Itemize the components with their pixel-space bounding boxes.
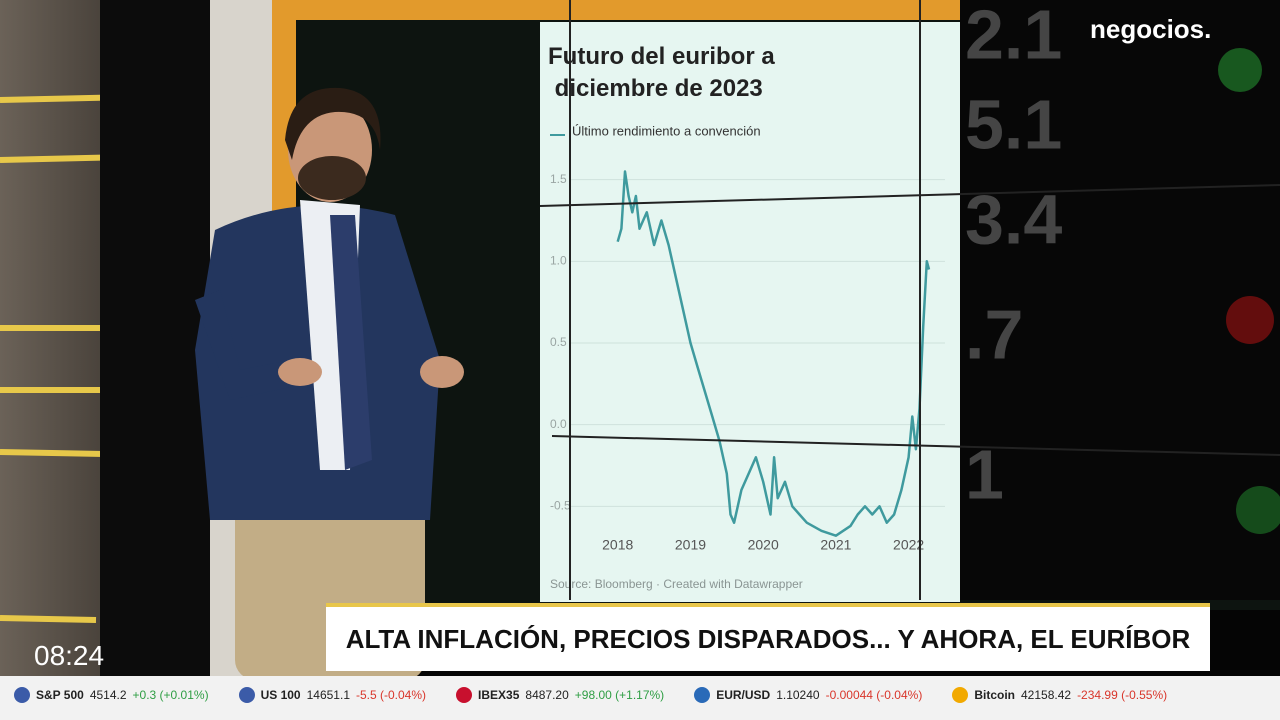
ticker-name: S&P 500 — [36, 688, 84, 702]
y-tick-label: 0.5 — [550, 335, 567, 349]
legend-label: Último rendimiento a convención — [572, 123, 761, 138]
ticker: S&P 500 4514.2 +0.3 (+0.01%) US 100 14651.1-… — [14, 682, 1264, 708]
glow — [1236, 486, 1280, 534]
ticker-icon — [14, 687, 30, 703]
screen-seam — [539, 184, 1280, 207]
x-tick-label: 2020 — [748, 537, 779, 553]
bg-figure: 2.1 — [965, 0, 1062, 73]
glow — [1226, 296, 1274, 344]
ticker-change: +0.3 (+0.01%) — [132, 688, 209, 702]
ticker-item: S&P 500 4514.2 +0.3 (+0.01%) — [14, 687, 209, 703]
x-tick-label: 2021 — [820, 537, 851, 553]
ticker-price: 8487.20 — [525, 688, 569, 702]
x-tick-label: 2022 — [893, 537, 924, 553]
ticker-price: 1.10240 — [776, 688, 820, 702]
y-tick-label: 0.0 — [550, 417, 567, 431]
ticker-item: US 100 14651.1 -5.5 (-0.04%) — [238, 687, 427, 703]
bg-figure: .7 — [965, 295, 1023, 373]
x-tick-label: 2019 — [675, 537, 706, 553]
ticker-price: 14651.1 — [306, 688, 350, 702]
headline: ALTA INFLACIÓN, PRECIOS DISPARADOS... Y … — [345, 623, 1191, 654]
ticker-item: Bitcoin 42158.42 -234.99 (-0.55%) — [952, 687, 1167, 703]
ticker-price: 42158.42 — [1021, 688, 1072, 702]
video-wall-right — [960, 0, 1280, 600]
chart: Futuro del euribor a diciembre de 2023 Ú… — [548, 43, 945, 591]
chart-title: Futuro del euribor a diciembre de 2023 — [548, 43, 775, 102]
presenter — [195, 87, 464, 680]
ticker-name: EUR/USD — [716, 688, 771, 702]
y-tick-label: 1.5 — [550, 172, 567, 186]
ticker-change: +98.00 (+1.17%) — [574, 688, 665, 702]
pillar — [100, 0, 210, 720]
ticker-icon — [952, 687, 969, 703]
chart-panel — [540, 22, 960, 602]
data-line — [616, 170, 931, 537]
chart-source: Source: Bloomberg · Created with Datawra… — [550, 577, 803, 591]
ticker-bar — [0, 676, 1280, 720]
ticker-name: Bitcoin — [974, 688, 1015, 702]
y-tick-label: -0.5 — [550, 499, 571, 513]
ticker-price: 4514.2 — [89, 688, 127, 702]
background-figures: 2.1 5.1 3.4 .7 1 — [965, 0, 1062, 513]
ticker-name: IBEX35 — [478, 688, 520, 702]
ticker-change: -0.00044 (-0.04%) — [825, 688, 923, 702]
ticker-icon — [238, 687, 255, 703]
glow — [1218, 48, 1262, 92]
x-tick-label: 2018 — [602, 537, 633, 553]
logo: negocios. — [1090, 14, 1212, 44]
clock: 08:24 — [34, 640, 105, 671]
ticker-item: EUR/USD 1.10240 -0.00044 (-0.04%) — [694, 687, 922, 703]
y-tick-label: 1.0 — [550, 254, 567, 268]
ticker-name: US 100 — [260, 688, 301, 702]
ticker-icon — [456, 687, 473, 703]
screen-seam — [551, 435, 1280, 456]
bg-figure: 5.1 — [965, 85, 1062, 163]
ticker-change: -234.99 (-0.55%) — [1077, 688, 1168, 702]
headline-banner: ALTA INFLACIÓN, PRECIOS DISPARADOS... Y … — [326, 603, 1210, 671]
ticker-item: IBEX35 8487.20 +98.00 (+1.17%) — [456, 687, 664, 703]
ticker-icon — [694, 687, 711, 703]
ticker-change: -5.5 (-0.04%) — [356, 688, 427, 702]
